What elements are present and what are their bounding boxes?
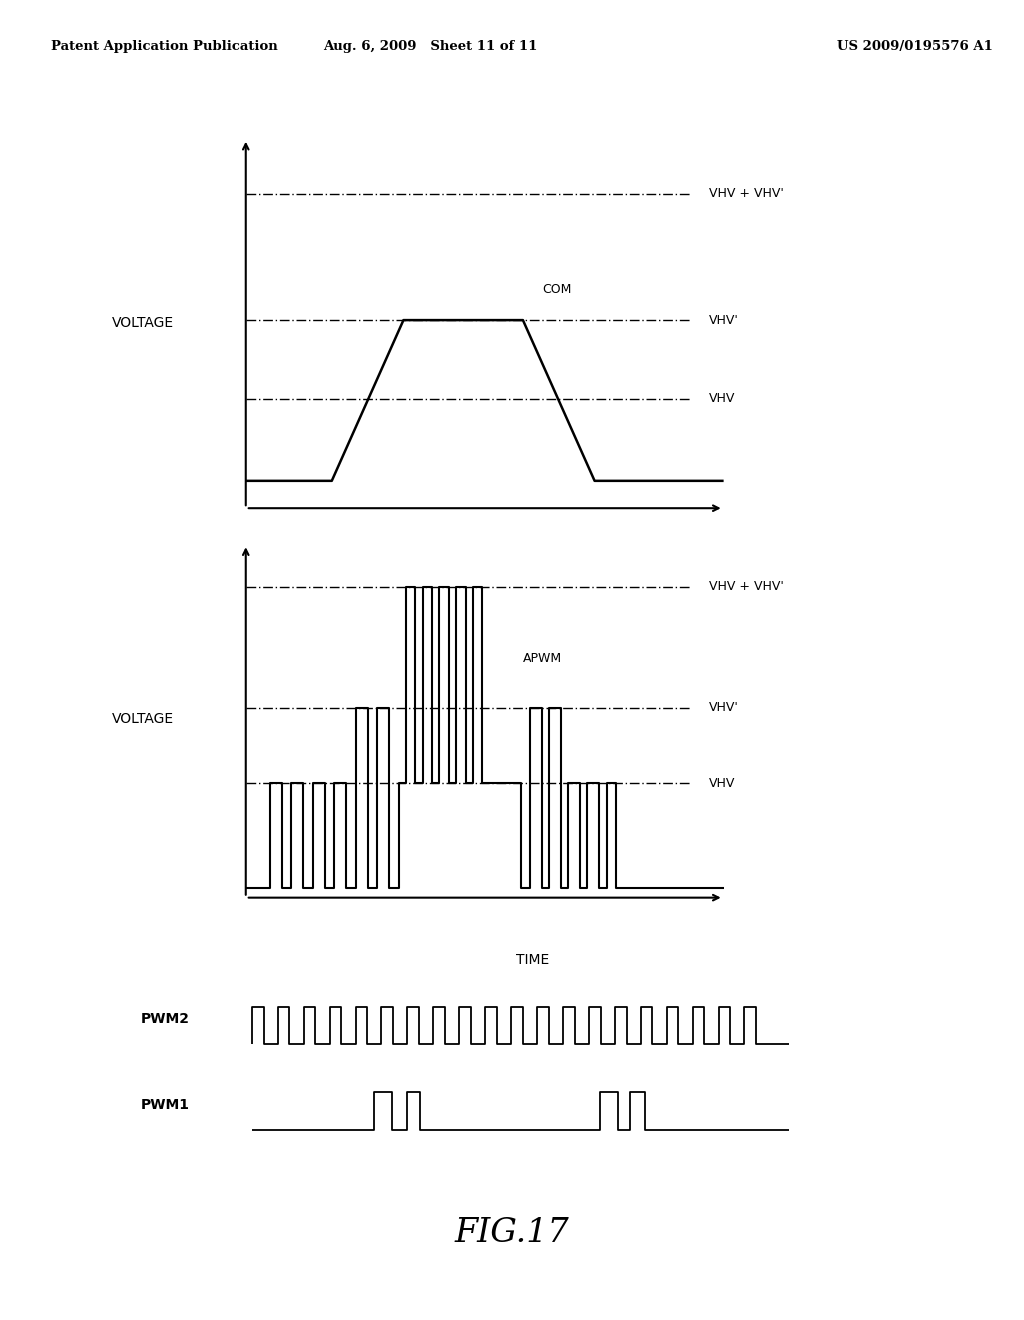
Text: APWM: APWM (523, 652, 562, 665)
Text: US 2009/0195576 A1: US 2009/0195576 A1 (838, 40, 993, 53)
Text: VHV': VHV' (710, 314, 739, 326)
Text: VHV: VHV (710, 392, 735, 405)
Text: VHV + VHV': VHV + VHV' (710, 581, 784, 594)
Text: TIME: TIME (516, 553, 549, 568)
Text: Aug. 6, 2009   Sheet 11 of 11: Aug. 6, 2009 Sheet 11 of 11 (323, 40, 538, 53)
Text: VHV': VHV' (710, 701, 739, 714)
Text: COM: COM (542, 284, 571, 296)
Text: Patent Application Publication: Patent Application Publication (51, 40, 278, 53)
Text: PWM2: PWM2 (140, 1012, 189, 1026)
Text: VOLTAGE: VOLTAGE (113, 713, 174, 726)
Text: PWM1: PWM1 (140, 1098, 189, 1111)
Text: FIG.17: FIG.17 (455, 1217, 569, 1249)
Text: TIME: TIME (516, 953, 549, 968)
Text: VHV: VHV (710, 776, 735, 789)
Text: VHV + VHV': VHV + VHV' (710, 187, 784, 201)
Text: VOLTAGE: VOLTAGE (113, 317, 174, 330)
